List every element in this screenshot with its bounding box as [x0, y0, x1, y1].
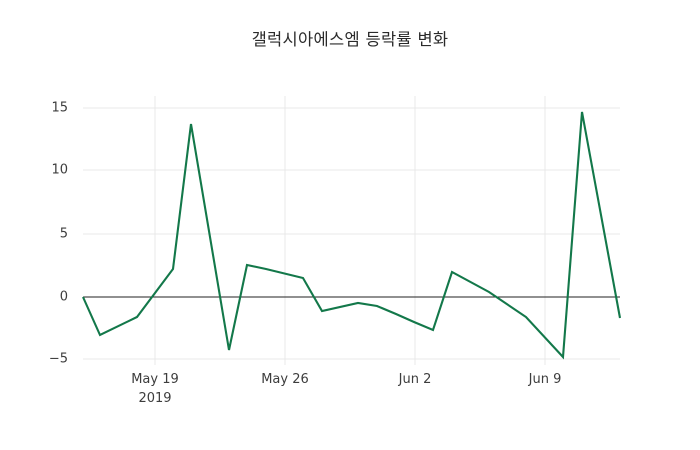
y-tick-label-0: 0	[59, 289, 68, 305]
y-tick-label-5: 5	[59, 226, 68, 242]
chart-title: 갤럭시아에스엠 등락률 변화	[251, 30, 449, 49]
y-tick-label--5: −5	[48, 351, 68, 367]
x-tick-label-2: Jun 2	[398, 372, 432, 387]
y-tick-label-10: 10	[51, 162, 68, 178]
x-tick-label-3: Jun 9	[528, 372, 562, 387]
vertical-gridlines	[154, 96, 546, 365]
x-tick-label-1: May 26	[261, 372, 309, 387]
x-tick-label-0: May 19 2019	[131, 372, 179, 406]
y-tick-label-15: 15	[51, 100, 68, 116]
data-series-line	[82, 111, 622, 360]
horizontal-gridlines	[83, 107, 620, 360]
